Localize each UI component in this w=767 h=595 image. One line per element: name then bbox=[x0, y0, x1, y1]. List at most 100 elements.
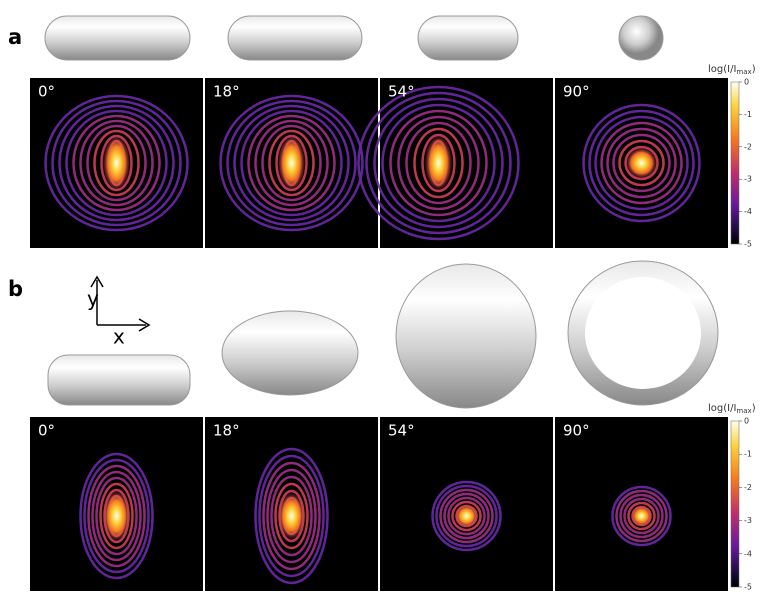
ring bbox=[51, 99, 182, 227]
diffraction-image bbox=[205, 417, 378, 591]
colorbar-tick-label: 0 bbox=[744, 417, 749, 426]
colorbar-label: log(I/Imax) bbox=[708, 403, 756, 415]
label-part: ) bbox=[752, 64, 756, 75]
diffraction-image bbox=[30, 78, 203, 248]
core bbox=[277, 135, 306, 191]
diffraction-image bbox=[357, 78, 553, 248]
colorbar-label: log(I/Imax) bbox=[708, 64, 756, 76]
colorbar-tick-label: -1 bbox=[744, 110, 752, 119]
angle-label: 0° bbox=[38, 83, 55, 101]
ring bbox=[93, 129, 140, 197]
ring bbox=[258, 454, 325, 578]
ring bbox=[262, 461, 321, 571]
ring bbox=[431, 480, 502, 552]
angle-label: 54° bbox=[388, 422, 415, 440]
ring bbox=[397, 115, 480, 211]
ring bbox=[274, 482, 309, 550]
ring bbox=[87, 464, 146, 568]
ring bbox=[254, 119, 329, 207]
ring bbox=[606, 127, 677, 199]
ring bbox=[219, 94, 364, 232]
ring bbox=[611, 485, 672, 547]
arrow-head bbox=[138, 318, 151, 332]
ring bbox=[86, 124, 147, 202]
ring bbox=[618, 139, 665, 187]
ring bbox=[240, 109, 343, 217]
angle-label: 54° bbox=[388, 83, 415, 101]
ring bbox=[233, 104, 350, 222]
ring bbox=[357, 85, 520, 241]
ring bbox=[451, 500, 482, 532]
angle-label: 0° bbox=[38, 422, 55, 440]
colorbar-tick-label: -2 bbox=[744, 142, 752, 151]
core bbox=[625, 147, 658, 179]
ring bbox=[627, 501, 656, 531]
ring bbox=[619, 493, 664, 539]
ring bbox=[247, 114, 336, 212]
colorbar-tick-label: -2 bbox=[744, 483, 752, 492]
ring bbox=[582, 103, 701, 223]
particle bbox=[44, 15, 191, 61]
diffraction-image bbox=[30, 417, 203, 591]
colorbar-tick-label: -3 bbox=[744, 175, 752, 184]
angle-label: 18° bbox=[213, 83, 240, 101]
ring bbox=[270, 475, 313, 557]
particle bbox=[417, 15, 519, 61]
colorbar-tick-label: -4 bbox=[744, 549, 752, 558]
angle-label: 18° bbox=[213, 422, 240, 440]
colorbar-tick-label: -1 bbox=[744, 450, 752, 459]
colorbar-tick-label: 0 bbox=[744, 78, 749, 87]
ring bbox=[79, 119, 154, 207]
core bbox=[102, 135, 131, 191]
label-part: log(I/I bbox=[708, 403, 736, 414]
particle bbox=[227, 15, 363, 61]
colorbar bbox=[730, 420, 740, 588]
axis-label: y bbox=[87, 287, 99, 311]
ring bbox=[44, 94, 189, 232]
ring bbox=[72, 114, 161, 212]
ring bbox=[381, 103, 496, 223]
diffraction-image bbox=[205, 78, 378, 248]
diffraction-image bbox=[555, 78, 728, 248]
ring bbox=[447, 496, 486, 536]
colorbar-tick-label: -4 bbox=[744, 207, 752, 216]
angle-label: 90° bbox=[563, 83, 590, 101]
core bbox=[424, 135, 453, 191]
particle bbox=[618, 15, 664, 61]
ring bbox=[435, 484, 498, 548]
colorbar-tick-label: -3 bbox=[744, 516, 752, 525]
diffraction-image bbox=[380, 417, 553, 591]
ring bbox=[79, 452, 154, 580]
ring bbox=[594, 115, 689, 211]
panel-label: b bbox=[8, 277, 23, 301]
particle-hole bbox=[585, 277, 701, 389]
ring bbox=[413, 127, 464, 199]
ring bbox=[615, 489, 668, 543]
label-part: ) bbox=[752, 403, 756, 414]
particle bbox=[47, 354, 191, 406]
ring bbox=[623, 497, 660, 535]
arrow-head bbox=[90, 275, 104, 288]
ring bbox=[389, 109, 488, 217]
diffraction-image bbox=[555, 417, 728, 591]
ring bbox=[261, 124, 322, 202]
axis-label: x bbox=[113, 325, 125, 349]
ring bbox=[612, 133, 671, 193]
core bbox=[102, 490, 131, 542]
ring bbox=[91, 470, 142, 562]
ring bbox=[95, 476, 138, 556]
ring bbox=[58, 104, 175, 222]
particle bbox=[395, 263, 537, 409]
core bbox=[277, 492, 306, 540]
panel-label: a bbox=[8, 25, 22, 49]
ring bbox=[99, 482, 134, 550]
core bbox=[454, 504, 479, 528]
ring bbox=[443, 492, 490, 540]
ring bbox=[373, 97, 504, 229]
ring bbox=[588, 109, 695, 217]
label-part: log(I/I bbox=[708, 64, 736, 75]
ring bbox=[65, 109, 168, 217]
ring bbox=[268, 129, 315, 197]
colorbar-tick-label: -5 bbox=[744, 240, 752, 249]
